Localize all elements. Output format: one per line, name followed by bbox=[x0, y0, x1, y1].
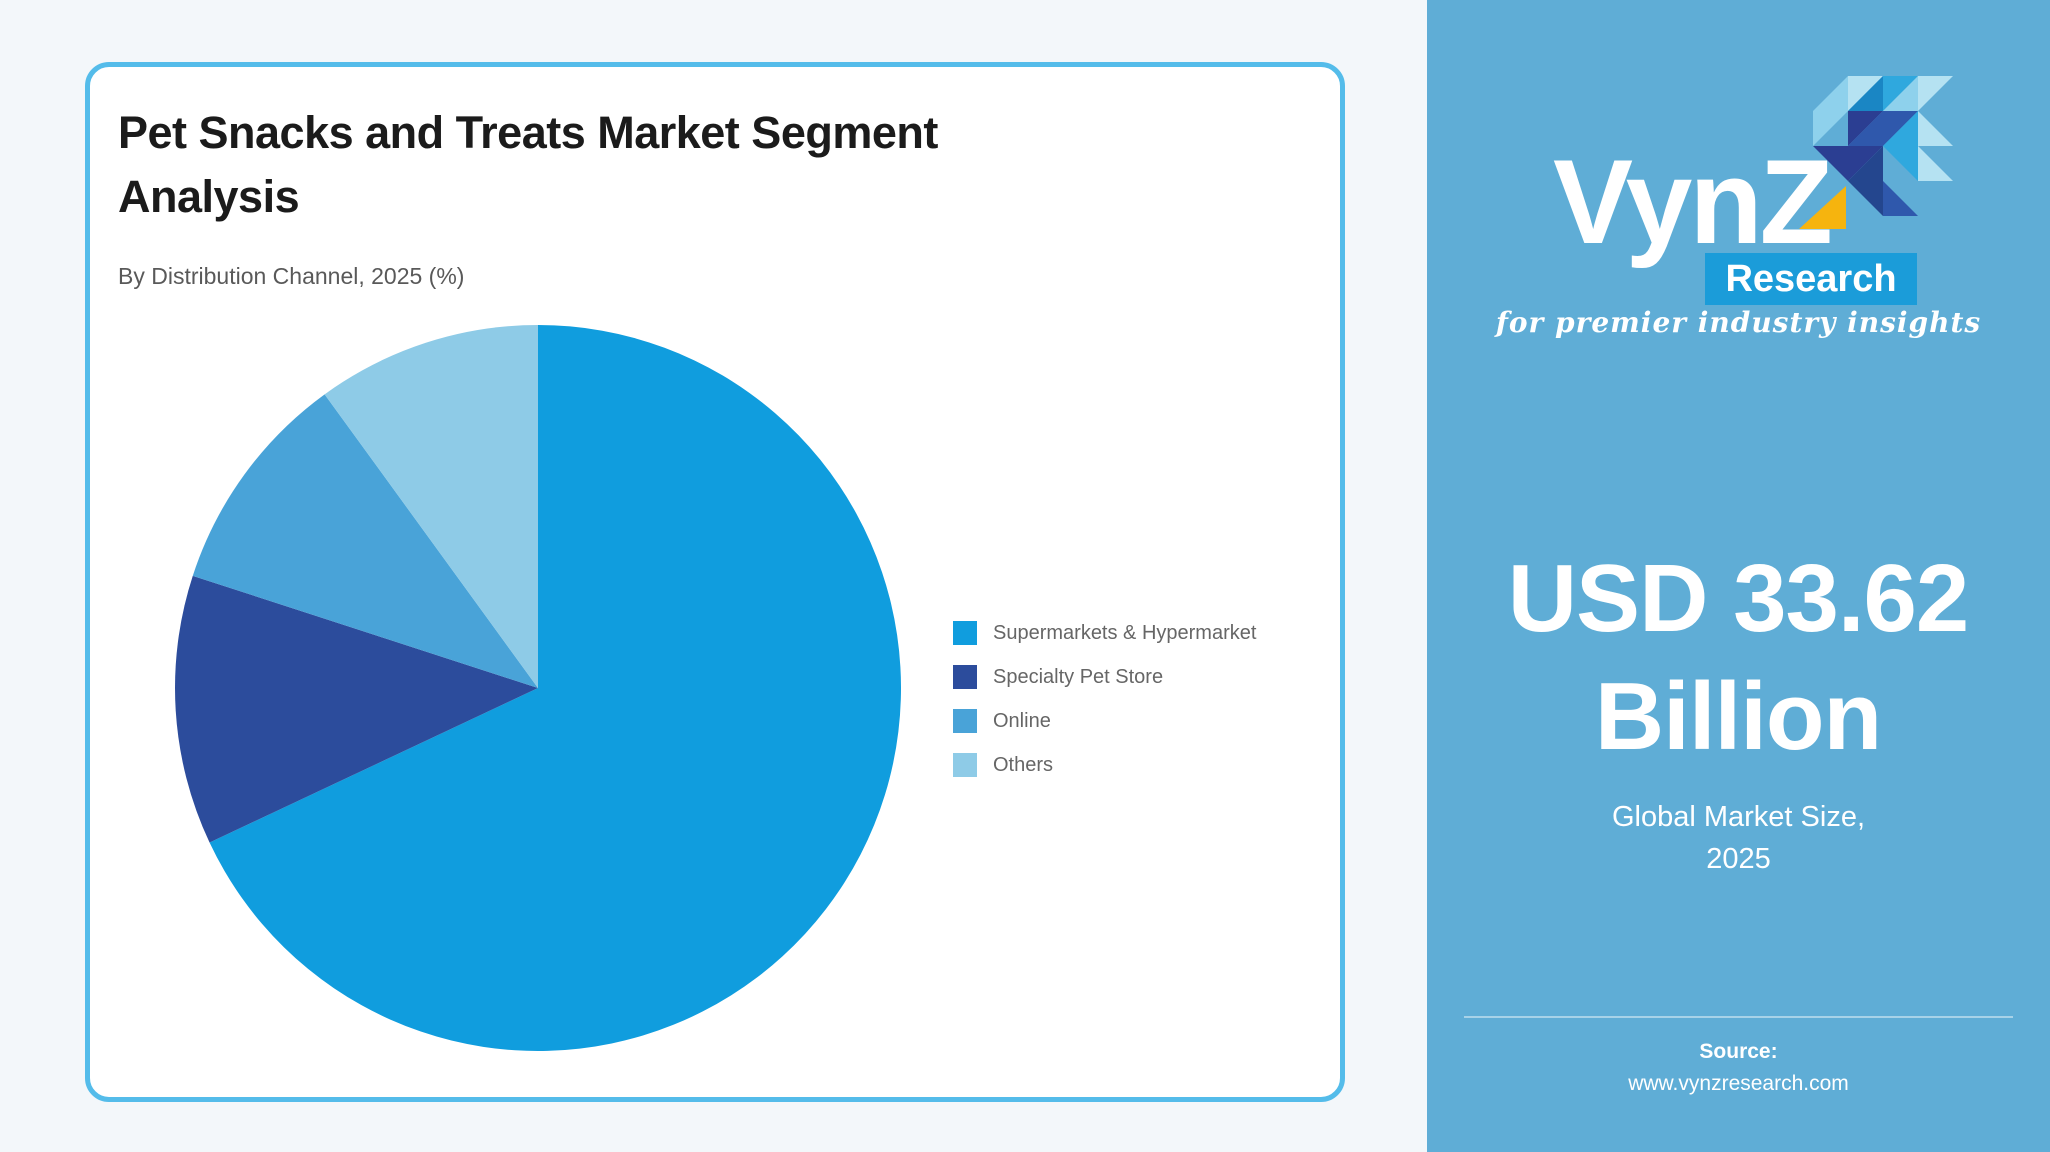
source-block: Source: www.vynzresearch.com bbox=[1427, 1036, 2050, 1099]
pie-slice-others bbox=[324, 325, 538, 688]
brand-tagline: for premier industry insights bbox=[1495, 306, 1982, 339]
source-url-link[interactable]: www.vynzresearch.com bbox=[1628, 1071, 1849, 1095]
pie-slice-online bbox=[192, 394, 538, 688]
divider bbox=[1464, 1016, 2013, 1018]
vynz-brand-wordmark: VynZ bbox=[1553, 135, 1833, 269]
legend-swatch bbox=[953, 621, 977, 645]
vynz-logo-mosaic-icon bbox=[1813, 76, 1953, 216]
legend-item: Others bbox=[953, 753, 1256, 777]
logo-yellow-triangle-icon bbox=[1799, 186, 1846, 229]
legend-item: Supermarkets & Hypermarket bbox=[953, 621, 1256, 645]
chart-card: Pet Snacks and Treats Market Segment Ana… bbox=[85, 62, 1345, 1102]
brand-panel: VynZ Research for premier industry insig… bbox=[1427, 0, 2050, 1152]
market-size-caption-line2: 2025 bbox=[1706, 843, 1771, 876]
legend-swatch bbox=[953, 753, 977, 777]
legend-label: Specialty Pet Store bbox=[993, 665, 1164, 688]
legend-item: Specialty Pet Store bbox=[953, 665, 1256, 689]
market-size-value: USD 33.62 Billion bbox=[1507, 545, 1970, 771]
legend-swatch bbox=[953, 709, 977, 733]
legend-label: Online bbox=[993, 709, 1051, 732]
pie-chart bbox=[175, 325, 901, 1051]
legend-label: Others bbox=[993, 753, 1054, 776]
source-label: Source: bbox=[1699, 1040, 1778, 1063]
market-size-caption: Global Market Size, 2025 bbox=[1427, 796, 2050, 880]
legend-label: Supermarkets & Hypermarket bbox=[993, 621, 1257, 644]
legend-item: Online bbox=[953, 709, 1256, 733]
pie-legend: Supermarkets & Hypermarket Specialty Pet … bbox=[953, 621, 1256, 797]
chart-title: Pet Snacks and Treats Market Segment Ana… bbox=[118, 107, 938, 222]
chart-subtitle: By Distribution Channel, 2025 (%) bbox=[118, 263, 465, 289]
pie-slice-supermarkets-hypermarket bbox=[209, 325, 901, 1051]
legend-swatch bbox=[953, 665, 977, 689]
pie-slice-specialty-pet-store bbox=[175, 575, 539, 843]
market-size-caption-line1: Global Market Size, bbox=[1611, 801, 1866, 833]
research-sub-brand: Research bbox=[1705, 253, 1917, 305]
